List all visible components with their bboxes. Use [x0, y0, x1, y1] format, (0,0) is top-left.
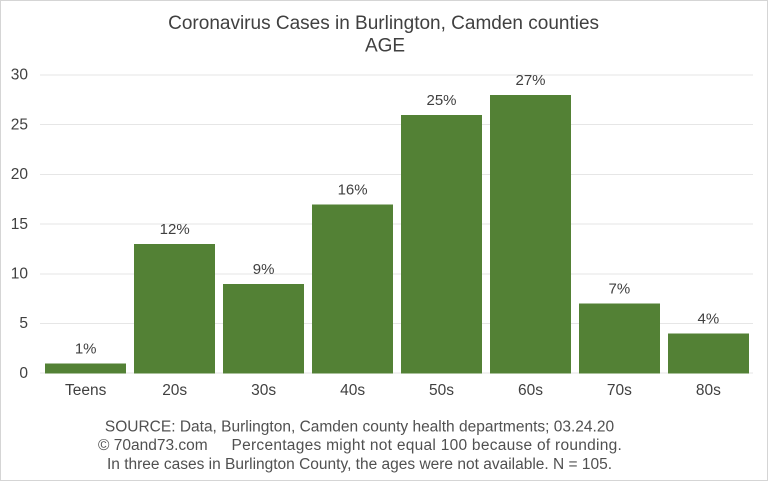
svg-text:1%: 1%: [75, 340, 97, 357]
svg-text:0: 0: [19, 365, 28, 382]
svg-text:12%: 12%: [160, 221, 190, 238]
svg-text:25: 25: [11, 116, 28, 133]
svg-text:20: 20: [11, 166, 29, 183]
svg-text:4%: 4%: [698, 311, 720, 328]
svg-text:40s: 40s: [340, 382, 365, 399]
svg-text:AGE: AGE: [365, 35, 405, 56]
svg-text:9%: 9%: [253, 261, 275, 278]
svg-text:27%: 27%: [515, 72, 545, 89]
svg-text:Coronavirus Cases in Burlingto: Coronavirus Cases in Burlington, Camden …: [168, 13, 599, 34]
svg-text:In three cases in Burlington C: In three cases in Burlington County, the…: [107, 456, 612, 473]
svg-text:16%: 16%: [338, 181, 368, 198]
svg-text:25%: 25%: [426, 92, 456, 109]
svg-text:80s: 80s: [696, 382, 721, 399]
svg-text:7%: 7%: [609, 281, 631, 298]
svg-text:15: 15: [11, 216, 28, 233]
svg-text:70s: 70s: [607, 382, 632, 399]
svg-text:20s: 20s: [162, 382, 187, 399]
svg-text:© 70and73.com: © 70and73.com: [98, 437, 208, 454]
svg-text:SOURCE: Data, Burlington, Camd: SOURCE: Data, Burlington, Camden county …: [105, 419, 615, 436]
svg-text:5: 5: [19, 315, 28, 332]
svg-text:30s: 30s: [251, 382, 276, 399]
svg-text:50s: 50s: [429, 382, 454, 399]
svg-text:30: 30: [11, 67, 29, 84]
svg-text:Percentages might not equal 10: Percentages might not equal 100 because …: [232, 437, 623, 454]
svg-text:10: 10: [11, 265, 29, 282]
svg-text:Teens: Teens: [65, 382, 107, 399]
svg-text:60s: 60s: [518, 382, 543, 399]
